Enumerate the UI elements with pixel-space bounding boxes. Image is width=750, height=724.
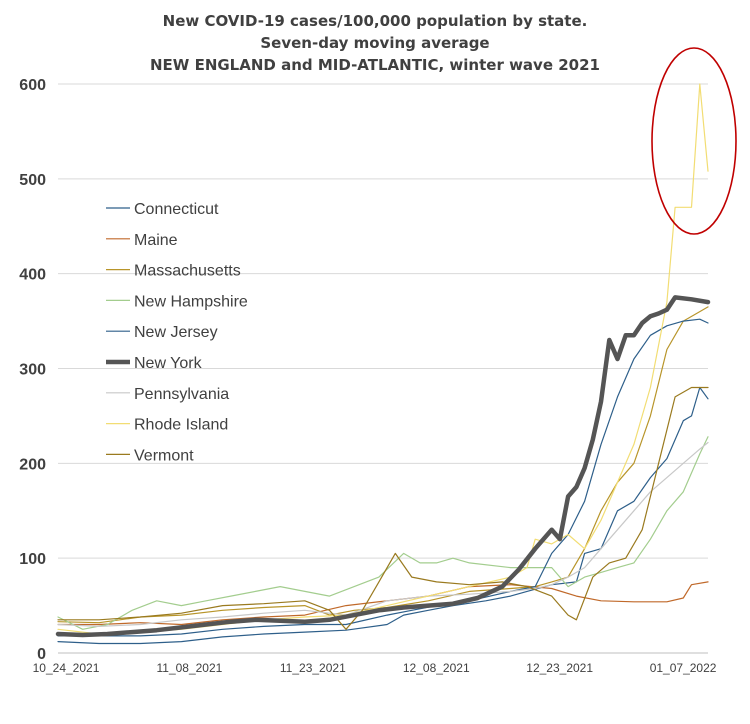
legend-label-new-jersey: New Jersey [134, 324, 218, 341]
y-tick-label-400: 400 [19, 267, 46, 284]
x-axis-ticks: 10_24_2021 11_08_2021 11_23_2021 12_08_2021… [33, 661, 717, 675]
series-lines [55, 83, 711, 645]
chart-title-line-3: NEW ENGLAND and MID-ATLANTIC, winter wav… [150, 56, 600, 74]
y-tick-label-300: 300 [19, 362, 46, 379]
series-line-connecticut [57, 386, 709, 645]
x-tick-label-5: 01_07_2022 [650, 661, 717, 675]
series-line-new-york [55, 295, 711, 638]
x-tick-label-4: 12_23_2021 [526, 661, 593, 675]
gridlines [58, 83, 708, 654]
chart-title-line-1: New COVID-19 cases/100,000 population by… [162, 12, 588, 30]
legend-label-new-hampshire: New Hampshire [134, 293, 248, 310]
legend-label-connecticut: Connecticut [134, 201, 219, 218]
series-line-vermont [57, 386, 709, 630]
y-tick-label-600: 600 [19, 77, 46, 94]
legend-label-new-york: New York [134, 355, 203, 372]
x-tick-label-0: 10_24_2021 [33, 661, 100, 675]
series-line-pennsylvania [57, 441, 709, 628]
x-tick-label-3: 12_08_2021 [403, 661, 470, 675]
series-line-massachusetts [57, 306, 709, 624]
legend-label-vermont: Vermont [134, 447, 194, 464]
chart-title-line-2: Seven-day moving average [260, 34, 490, 52]
highlight-ellipse [651, 47, 737, 235]
legend-label-pennsylvania: Pennsylvania [134, 386, 229, 403]
series-line-maine [57, 581, 709, 626]
chart-title: New COVID-19 cases/100,000 population by… [0, 10, 750, 76]
legend: Connecticut Maine Massachusetts New Hampshi… [106, 201, 248, 464]
y-tick-label-500: 500 [19, 172, 46, 189]
legend-label-massachusetts: Massachusetts [134, 263, 241, 280]
series-line-new-hampshire [57, 436, 709, 630]
legend-label-maine: Maine [134, 232, 178, 249]
y-tick-label-0: 0 [37, 646, 46, 663]
legend-label-rhode-island: Rhode Island [134, 417, 228, 434]
x-tick-label-2: 11_23_2021 [280, 661, 346, 675]
x-tick-label-1: 11_08_2021 [156, 661, 222, 675]
y-axis-ticks: 0 100 200 300 400 500 600 [19, 77, 46, 663]
y-tick-label-200: 200 [19, 456, 46, 473]
y-tick-label-100: 100 [19, 551, 46, 568]
